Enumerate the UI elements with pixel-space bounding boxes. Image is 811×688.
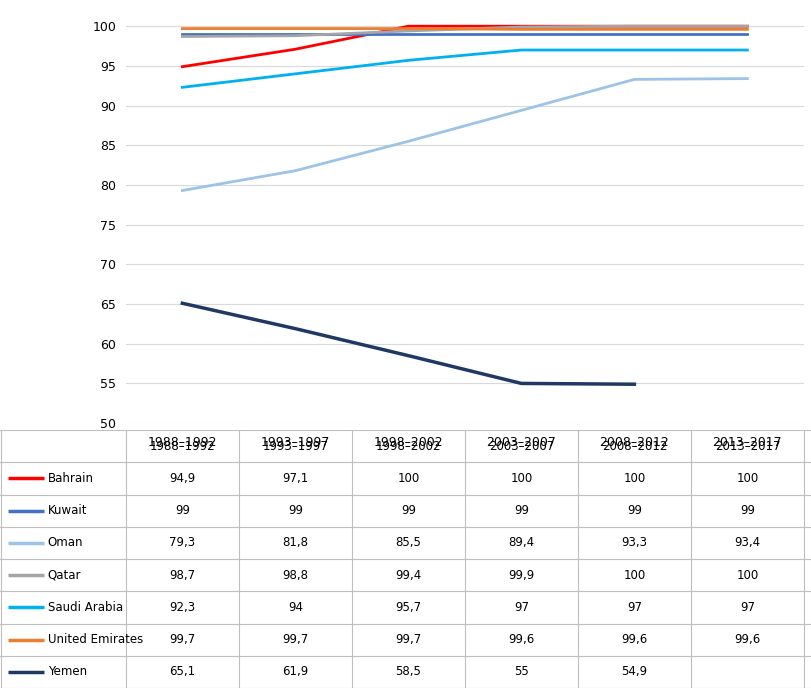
Text: 99,9: 99,9 (508, 568, 534, 581)
Text: 92,3: 92,3 (169, 601, 195, 614)
Text: 54,9: 54,9 (620, 665, 646, 678)
Text: 1988–1992: 1988–1992 (149, 440, 215, 453)
Text: 55: 55 (513, 665, 528, 678)
Text: 99: 99 (513, 504, 528, 517)
Text: 93,3: 93,3 (620, 537, 646, 550)
Text: Oman: Oman (48, 537, 84, 550)
Text: 100: 100 (736, 568, 757, 581)
Text: 99: 99 (739, 504, 754, 517)
Text: 99: 99 (174, 504, 190, 517)
Text: 98,8: 98,8 (282, 568, 308, 581)
Text: 100: 100 (509, 472, 532, 485)
Text: United Emirates: United Emirates (48, 633, 143, 646)
Text: 99,7: 99,7 (282, 633, 308, 646)
Text: 94,9: 94,9 (169, 472, 195, 485)
Text: 89,4: 89,4 (508, 537, 534, 550)
Text: 93,4: 93,4 (733, 537, 760, 550)
Text: 99,4: 99,4 (395, 568, 421, 581)
Text: 97: 97 (513, 601, 528, 614)
Text: 2008–2012: 2008–2012 (601, 440, 667, 453)
Text: 2013–2017: 2013–2017 (714, 440, 779, 453)
Text: 2003–2007: 2003–2007 (488, 440, 553, 453)
Text: 97,1: 97,1 (282, 472, 308, 485)
Text: 65,1: 65,1 (169, 665, 195, 678)
Text: Kuwait: Kuwait (48, 504, 88, 517)
Text: Saudi Arabia: Saudi Arabia (48, 601, 122, 614)
Text: 61,9: 61,9 (282, 665, 308, 678)
Text: 99: 99 (626, 504, 641, 517)
Text: Bahrain: Bahrain (48, 472, 94, 485)
Text: 81,8: 81,8 (282, 537, 308, 550)
Text: 100: 100 (736, 472, 757, 485)
Text: Qatar: Qatar (48, 568, 81, 581)
Text: 99,6: 99,6 (508, 633, 534, 646)
Text: Yemen: Yemen (48, 665, 87, 678)
Text: 99,7: 99,7 (395, 633, 421, 646)
Text: 1998–2002: 1998–2002 (375, 440, 440, 453)
Text: 98,7: 98,7 (169, 568, 195, 581)
Text: 99,7: 99,7 (169, 633, 195, 646)
Text: 58,5: 58,5 (395, 665, 421, 678)
Text: 100: 100 (623, 472, 645, 485)
Text: 94: 94 (288, 601, 303, 614)
Text: 85,5: 85,5 (395, 537, 421, 550)
Text: 1993–1997: 1993–1997 (262, 440, 328, 453)
Text: 99,6: 99,6 (620, 633, 646, 646)
Text: 100: 100 (623, 568, 645, 581)
Text: 79,3: 79,3 (169, 537, 195, 550)
Text: 99: 99 (401, 504, 415, 517)
Text: 99: 99 (288, 504, 303, 517)
Text: 100: 100 (397, 472, 419, 485)
Text: 95,7: 95,7 (395, 601, 421, 614)
Text: 99,6: 99,6 (733, 633, 760, 646)
Text: 97: 97 (739, 601, 754, 614)
Text: 97: 97 (626, 601, 641, 614)
